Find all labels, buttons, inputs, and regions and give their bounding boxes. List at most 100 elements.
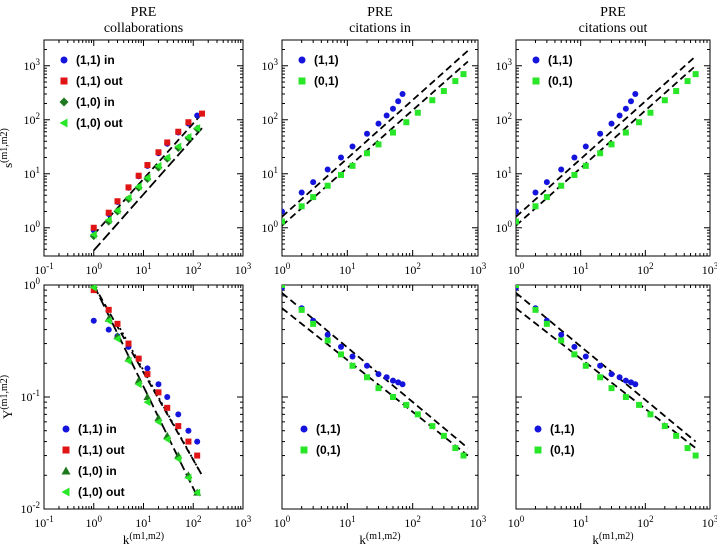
- data-point: [608, 385, 615, 392]
- data-point: [558, 331, 565, 338]
- x-tick-label: 103: [470, 261, 487, 277]
- data-point: [124, 356, 132, 365]
- data-point: [124, 193, 132, 202]
- data-point: [194, 438, 201, 445]
- data-point: [403, 401, 410, 408]
- data-point: [616, 112, 623, 119]
- x-tick-label: 103: [235, 514, 252, 530]
- data-point: [571, 171, 578, 178]
- data-point: [134, 182, 142, 191]
- data-point: [375, 371, 382, 378]
- data-point: [105, 326, 112, 333]
- x-tick-label: 101: [135, 261, 152, 277]
- data-point: [154, 161, 162, 170]
- data-point: [661, 97, 668, 104]
- data-point: [282, 218, 285, 225]
- legend-marker: [60, 56, 68, 64]
- data-point: [383, 112, 390, 119]
- data-point: [622, 105, 629, 112]
- data-point: [516, 218, 519, 225]
- y-axis-label-bottom: Y(m1,m2): [0, 375, 15, 419]
- data-point: [558, 166, 565, 173]
- data-point: [364, 150, 371, 157]
- legend-marker: [298, 77, 306, 85]
- data-point: [104, 215, 112, 224]
- data-point: [105, 209, 112, 216]
- fit-line: [282, 307, 469, 457]
- data-point: [134, 380, 142, 389]
- data-point: [582, 362, 589, 369]
- data-point: [364, 374, 371, 381]
- data-point: [440, 88, 447, 95]
- data-point: [324, 182, 331, 189]
- data-point: [135, 172, 142, 179]
- data-point: [622, 377, 629, 384]
- y-tick-label: 102: [24, 111, 41, 127]
- data-point: [597, 150, 604, 157]
- legend-marker: [62, 446, 70, 454]
- x-tick-label: 100: [508, 514, 525, 530]
- data-point: [692, 452, 699, 459]
- data-point: [571, 154, 578, 161]
- data-point: [558, 337, 565, 344]
- data-point: [571, 351, 578, 358]
- data-point: [143, 398, 151, 407]
- data-point: [395, 98, 402, 105]
- data-point: [282, 208, 285, 215]
- data-point: [597, 130, 604, 137]
- data-point: [684, 78, 691, 85]
- data-point: [193, 124, 201, 133]
- data-point: [684, 445, 691, 452]
- data-point: [349, 162, 356, 169]
- data-point: [164, 404, 171, 411]
- legend-marker: [60, 77, 68, 85]
- panel-title: PRE: [367, 5, 393, 20]
- x-tick-label: 102: [637, 261, 654, 277]
- panel-subtitle: collaborations: [104, 21, 183, 36]
- data-point: [185, 119, 192, 126]
- x-tick-label: 10-1: [34, 514, 54, 530]
- data-point: [298, 203, 305, 210]
- data-point: [389, 394, 396, 400]
- data-point: [298, 306, 305, 313]
- data-point: [636, 119, 643, 126]
- y-tick-label: 103: [262, 57, 279, 73]
- y-axis-label-top: s(m1,m2): [0, 128, 15, 168]
- data-point: [164, 394, 171, 400]
- data-point: [627, 98, 634, 105]
- data-point: [175, 423, 182, 430]
- data-point: [105, 306, 112, 313]
- data-point: [582, 353, 589, 360]
- x-tick-label: 103: [235, 261, 252, 277]
- data-point: [543, 194, 550, 201]
- fit-line: [516, 307, 697, 449]
- data-point: [460, 452, 467, 459]
- data-point: [622, 129, 629, 136]
- legend-marker: [534, 446, 542, 454]
- data-point: [543, 320, 550, 327]
- data-point: [144, 162, 151, 169]
- data-point: [403, 119, 410, 126]
- data-point: [597, 374, 604, 381]
- data-point: [429, 423, 436, 430]
- data-point: [516, 208, 519, 215]
- data-point: [532, 203, 539, 210]
- data-point: [125, 184, 132, 191]
- data-point: [440, 432, 447, 439]
- data-point: [125, 340, 132, 347]
- legend-label: (1,0) in: [78, 464, 117, 478]
- data-point: [194, 112, 201, 119]
- data-point: [163, 153, 171, 162]
- data-point: [185, 438, 192, 445]
- data-point: [184, 132, 192, 141]
- legend-marker: [62, 425, 70, 433]
- panel-title: PRE: [600, 5, 626, 20]
- legend-label: (1,1) out: [78, 443, 125, 457]
- x-tick-label: 10-1: [34, 261, 54, 277]
- x-tick-label: 102: [185, 514, 202, 530]
- data-point: [184, 473, 192, 482]
- legend-marker: [532, 77, 540, 85]
- data-point: [632, 381, 639, 388]
- data-point: [543, 179, 550, 186]
- panel-title: PRE: [131, 5, 157, 20]
